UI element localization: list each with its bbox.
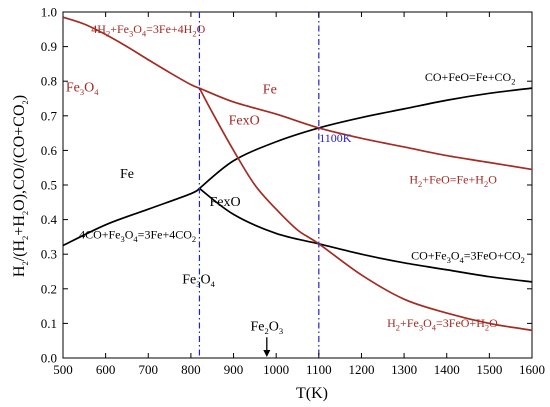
axis-ticks: 500 600 700 800 900 1000 1100 1200 1300 1400 1500 1… [41,5,545,378]
annotation-a-co-fe3o4: CO+Fe3O4=3FeO+CO2 [411,248,525,265]
reaction-annotations: 4H2+Fe3O4=3Fe+4H2O Fe3O4 Fe FexO CO+FeO=Fe+C… [66,22,525,336]
y-tick-label: 0.4 [41,212,58,227]
annotation-a-h2-feo: H2+FeO=Fe+H2O [409,172,497,189]
curve-co-fe3o4-fe [62,187,200,247]
annotation-a-fe3o4-top: Fe3O4 [66,81,99,98]
curve-co-fe3o4-feo [198,187,533,283]
annotation-a-fe2o3: Fe2O3 [250,319,283,336]
annotation-a-fe-mid: Fe [120,167,134,182]
annotation-a-h2-fe3o4: H2+Fe3O4=3FeO+H2O [387,316,498,333]
x-tick-label: 1600 [519,362,545,377]
y-tick-label: 1.0 [41,5,57,20]
fe2o3-arrow-head [263,350,271,357]
x-axis-title: T(K) [296,385,328,402]
x-tick-label: 1200 [348,362,374,377]
annotation-a-fexo-red: FexO [229,113,260,128]
y-tick-label: 0.1 [41,316,57,331]
x-tick-label: 500 [53,362,73,377]
annotation-a-4co: 4CO+Fe3O4=3Fe+4CO2 [79,228,196,245]
annotation-a-fexo-black: FexO [209,195,240,210]
y-axis-title: H2/(H2+H2O),CO/(CO+CO2) [11,95,30,277]
y-tick-label: 0.6 [41,143,58,158]
curve-co-feo-fe [198,87,533,190]
x-tick-label: 1400 [434,362,460,377]
y-tick-label: 0.5 [41,178,57,193]
x-tick-label: 1500 [476,362,502,377]
y-tick-label: 0.3 [41,247,57,262]
y-tick-label: 0.0 [41,351,57,366]
x-tick-label: 700 [139,362,159,377]
y-tick-label: 0.8 [41,74,57,89]
annotation-a-fe-top: Fe [263,82,277,97]
x-tick-label: 1100 [306,362,332,377]
x-tick-label: 1000 [263,362,289,377]
x-tick-label: 600 [96,362,116,377]
x-tick-label: 1300 [391,362,417,377]
y-tick-label: 0.2 [41,281,57,296]
curve-h2-fe3o4-feo [198,87,533,332]
annotation-a-1100k: 1100K [319,131,352,145]
temperature-reference-lines [198,12,320,358]
annotation-a-fe3o4-bottom: Fe3O4 [182,273,215,290]
y-tick-label: 0.9 [41,39,57,54]
annotation-a-4h2: 4H2+Fe3O4=3Fe+4H2O [91,22,205,39]
x-tick-label: 900 [224,362,244,377]
x-tick-label: 800 [181,362,201,377]
equilibrium-curves [62,16,533,332]
curve-h2-fe3o4-fe [62,16,200,89]
y-tick-label: 0.7 [41,108,58,123]
curve-h2-feo-fe [199,87,533,171]
annotation-a-co-feo: CO+FeO=Fe+CO2 [425,70,516,87]
